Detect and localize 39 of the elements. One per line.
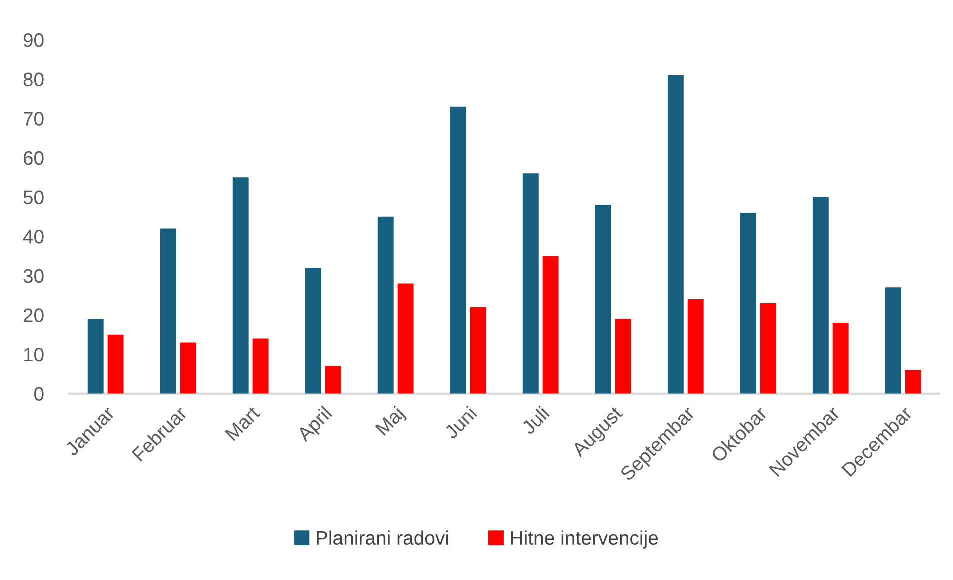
bar: [688, 299, 704, 394]
bar: [760, 303, 776, 394]
bar: [812, 197, 829, 394]
bar: [325, 366, 342, 394]
bar: [542, 256, 559, 394]
bar: [305, 268, 322, 394]
bar: [252, 338, 269, 394]
bar: [595, 205, 612, 394]
legend-label: Planirani radovi: [317, 530, 448, 546]
bar: [740, 212, 756, 394]
y-tick-label: 10: [24, 348, 44, 362]
bar: [160, 228, 176, 394]
x-tick-label: Juni: [443, 406, 478, 440]
y-tick-label: 90: [24, 33, 44, 48]
bar: [108, 334, 124, 394]
bar: [378, 216, 394, 394]
y-tick-label: 70: [24, 112, 44, 126]
bar: [450, 106, 466, 394]
y-tick-label: 0: [34, 387, 44, 402]
bar: [88, 319, 104, 394]
bar: [522, 174, 539, 394]
y-tick-label: 50: [24, 190, 44, 204]
bar: [180, 342, 196, 394]
legend-label: Hitne intervencije: [511, 530, 658, 549]
bar: [885, 288, 902, 394]
bar: [668, 75, 684, 394]
y-tick-label: 60: [24, 151, 44, 166]
x-tick-label: Juli: [520, 406, 550, 436]
y-tick-label: 40: [23, 230, 44, 244]
x-tick-label: Maj: [374, 406, 408, 439]
y-tick-label: 20: [24, 308, 44, 322]
bar: [615, 319, 632, 394]
y-tick-label: 30: [24, 269, 44, 284]
bar: [470, 307, 486, 394]
y-tick-label: 80: [24, 72, 44, 87]
bar: [232, 178, 249, 394]
bar: [398, 284, 414, 394]
bar: [832, 323, 849, 394]
bar: [905, 370, 922, 394]
